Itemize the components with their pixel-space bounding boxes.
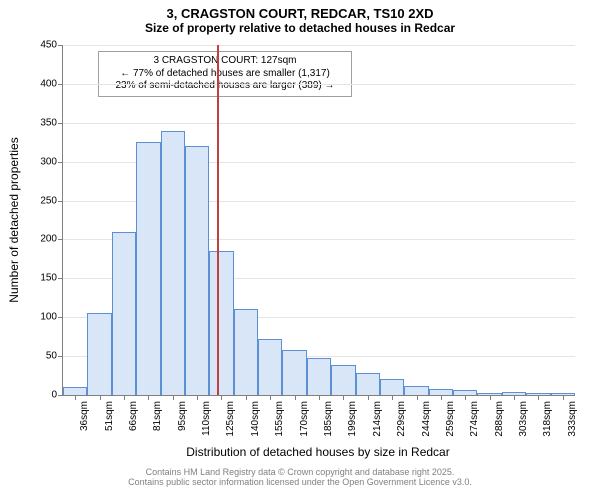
x-tick-label: 185sqm xyxy=(323,401,334,437)
y-tick-label: 300 xyxy=(40,156,57,167)
x-tick-label: 125sqm xyxy=(225,401,236,437)
x-tick-label: 274sqm xyxy=(469,401,480,437)
gridline xyxy=(63,123,575,124)
histogram-bar xyxy=(161,131,185,395)
x-tick-label: 303sqm xyxy=(518,401,529,437)
gridline xyxy=(63,45,575,46)
histogram-bar xyxy=(282,350,306,395)
histogram-bar xyxy=(185,146,209,395)
x-tick-label: 36sqm xyxy=(79,401,90,431)
x-tick-label: 214sqm xyxy=(372,401,383,437)
x-tick-label: 51sqm xyxy=(104,401,115,431)
footer-line2: Contains public sector information licen… xyxy=(0,477,600,487)
y-tick-label: 100 xyxy=(40,312,57,323)
annotation-box: 3 CRAGSTON COURT: 127sqm ← 77% of detach… xyxy=(98,51,352,97)
x-tick-label: 110sqm xyxy=(201,401,212,436)
histogram-bar xyxy=(234,309,258,395)
y-tick-label: 350 xyxy=(40,117,57,128)
histogram-bar xyxy=(136,142,160,395)
annotation-line3: 23% of semi-detached houses are larger (… xyxy=(105,80,345,93)
x-tick-label: 170sqm xyxy=(299,401,310,437)
y-tick-label: 250 xyxy=(40,195,57,206)
x-tick-label: 140sqm xyxy=(250,401,261,437)
footer-line1: Contains HM Land Registry data © Crown c… xyxy=(0,467,600,477)
x-tick-label: 288sqm xyxy=(494,401,505,437)
x-tick-label: 199sqm xyxy=(347,401,358,437)
x-tick-label: 259sqm xyxy=(445,401,456,437)
histogram-bar xyxy=(209,251,233,395)
x-tick-label: 95sqm xyxy=(177,401,188,431)
x-tick-label: 333sqm xyxy=(567,401,578,437)
histogram-bar xyxy=(380,379,404,395)
chart-title: 3, CRAGSTON COURT, REDCAR, TS10 2XD xyxy=(0,0,600,21)
y-tick-label: 150 xyxy=(40,273,57,284)
y-tick-label: 50 xyxy=(46,351,57,362)
histogram-bar xyxy=(112,232,136,395)
histogram-bar xyxy=(404,386,428,395)
histogram-bar xyxy=(356,373,380,395)
x-tick-label: 66sqm xyxy=(128,401,139,431)
plot-area: 3 CRAGSTON COURT: 127sqm ← 77% of detach… xyxy=(62,45,575,396)
y-axis-title: Number of detached properties xyxy=(7,137,21,302)
annotation-line1: 3 CRAGSTON COURT: 127sqm xyxy=(105,55,345,68)
histogram-bar xyxy=(307,358,331,395)
y-tick-label: 450 xyxy=(40,40,57,51)
chart-subtitle: Size of property relative to detached ho… xyxy=(0,21,600,35)
x-tick-label: 229sqm xyxy=(396,401,407,437)
y-tick-label: 200 xyxy=(40,234,57,245)
property-marker-line xyxy=(217,45,219,395)
histogram-bar xyxy=(258,339,282,395)
x-tick-label: 244sqm xyxy=(421,401,432,437)
chart-container: 3, CRAGSTON COURT, REDCAR, TS10 2XD Size… xyxy=(0,0,600,500)
y-tick-label: 400 xyxy=(40,78,57,89)
x-tick-label: 81sqm xyxy=(152,401,163,431)
x-axis-title: Distribution of detached houses by size … xyxy=(62,445,574,459)
x-tick-label: 155sqm xyxy=(274,401,285,437)
histogram-bar xyxy=(87,313,111,395)
x-tick-label: 318sqm xyxy=(542,401,553,437)
y-tick-label: 0 xyxy=(51,390,57,401)
histogram-bar xyxy=(63,387,87,395)
annotation-line2: ← 77% of detached houses are smaller (1,… xyxy=(105,68,345,81)
footer: Contains HM Land Registry data © Crown c… xyxy=(0,467,600,487)
histogram-bar xyxy=(331,365,355,395)
gridline xyxy=(63,84,575,85)
